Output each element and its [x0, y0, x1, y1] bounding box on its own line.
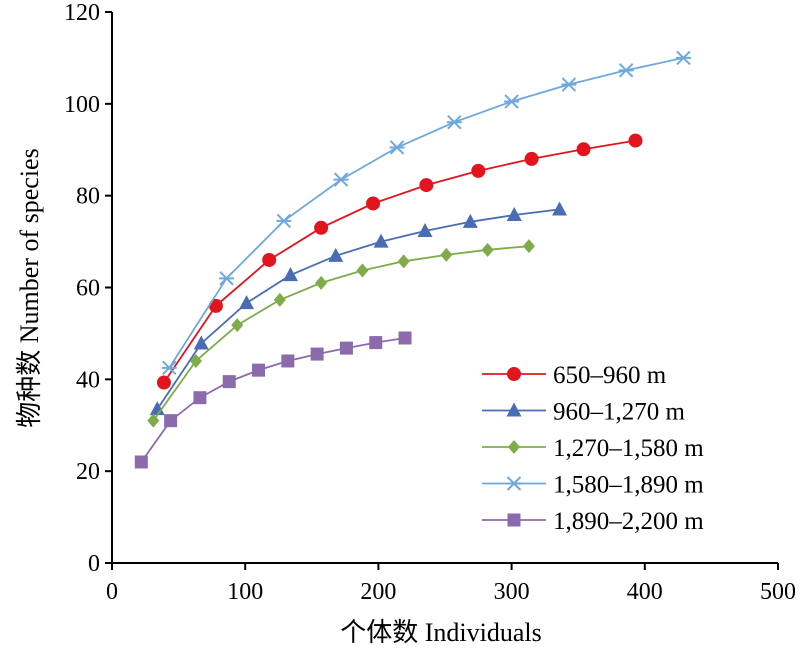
legend-item: 1,580–1,890 m — [482, 472, 704, 499]
data-point-marker — [239, 295, 255, 310]
x-tick-label: 200 — [360, 579, 396, 605]
data-point-marker — [506, 476, 522, 491]
data-point-marker — [276, 213, 292, 229]
series-1 — [156, 133, 643, 390]
y-tick-label: 0 — [88, 551, 100, 577]
data-point-marker — [440, 247, 453, 262]
legend-label: 1,270–1,580 m — [553, 435, 704, 462]
data-point-marker — [506, 402, 522, 417]
series-5 — [134, 331, 412, 469]
data-point-marker — [397, 254, 410, 269]
data-point-marker — [193, 335, 209, 350]
y-tick-label: 120 — [64, 0, 100, 26]
data-point-marker — [356, 263, 369, 278]
series-line — [168, 57, 684, 369]
data-point-marker — [628, 133, 643, 148]
series-line — [152, 245, 529, 422]
y-tick-label: 80 — [76, 184, 100, 210]
y-tick-label: 40 — [76, 367, 100, 393]
legend-item: 1,270–1,580 m — [482, 435, 704, 462]
data-point-marker — [252, 363, 266, 377]
legend-label: 650–960 m — [553, 362, 667, 389]
data-point-marker — [471, 163, 486, 178]
data-point-marker — [618, 63, 634, 78]
data-point-marker — [389, 140, 405, 155]
data-point-marker — [576, 142, 591, 157]
data-point-marker — [339, 341, 353, 355]
y-tick-label: 100 — [64, 92, 100, 118]
data-point-marker — [189, 353, 202, 368]
legend-label: 1,890–2,200 m — [553, 508, 704, 535]
data-point-marker — [507, 367, 521, 381]
data-point-marker — [164, 414, 178, 428]
legend-item: 960–1,270 m — [482, 399, 686, 426]
data-point-marker — [149, 401, 165, 416]
data-point-marker — [282, 267, 298, 282]
data-point-marker — [419, 178, 434, 193]
legend-item: 650–960 m — [482, 362, 667, 389]
series-3 — [147, 239, 535, 428]
data-point-marker — [134, 455, 148, 469]
data-point-marker — [193, 391, 207, 405]
x-tick-label: 100 — [227, 579, 263, 605]
data-point-marker — [262, 252, 277, 267]
series-layer — [134, 50, 691, 469]
data-point-marker — [161, 360, 177, 376]
data-point-marker — [462, 213, 478, 228]
data-point-marker — [273, 292, 286, 307]
legend-label: 1,580–1,890 m — [553, 472, 704, 499]
y-tick-label: 20 — [76, 459, 100, 485]
data-point-marker — [522, 239, 535, 254]
y-tick-label: 60 — [76, 276, 100, 302]
data-point-marker — [231, 318, 244, 333]
x-tick-label: 300 — [494, 579, 530, 605]
data-point-marker — [675, 50, 691, 66]
data-point-marker — [417, 223, 433, 238]
y-ticks: 0 20 40 60 80 100 120 — [64, 0, 112, 577]
data-point-marker — [506, 206, 522, 221]
data-point-marker — [552, 201, 568, 216]
legend: 650–960 m 960–1,270 m 1,270–1,580 m 1,580–1… — [482, 362, 704, 535]
series-line — [140, 337, 406, 463]
series-line — [163, 139, 636, 384]
x-axis-title: 个体数 Individuals — [340, 618, 542, 647]
data-point-marker — [222, 375, 236, 389]
x-tick-label: 400 — [627, 579, 663, 605]
data-point-marker — [281, 354, 295, 368]
data-point-marker — [310, 347, 324, 361]
data-point-marker — [333, 172, 349, 187]
legend-item: 1,890–2,200 m — [482, 508, 704, 535]
data-point-marker — [369, 336, 383, 350]
y-axis-title: 物种数 Number of species — [15, 148, 44, 427]
series-4 — [161, 50, 691, 376]
data-point-marker — [314, 220, 329, 235]
series-line — [156, 208, 560, 410]
data-point-marker — [373, 233, 389, 248]
data-point-marker — [504, 94, 520, 109]
data-point-marker — [507, 513, 521, 527]
data-point-marker — [446, 114, 462, 130]
data-point-marker — [524, 151, 539, 166]
x-ticks: 0 100 200 300 400 500 — [106, 563, 796, 605]
data-point-marker — [561, 77, 577, 92]
data-point-marker — [147, 413, 160, 428]
data-point-marker — [508, 440, 520, 454]
data-point-marker — [219, 271, 235, 286]
data-point-marker — [156, 375, 171, 390]
x-tick-label: 0 — [106, 579, 118, 605]
data-point-marker — [315, 275, 328, 290]
x-tick-label: 500 — [760, 579, 796, 605]
data-point-marker — [398, 331, 412, 345]
data-point-marker — [366, 196, 381, 211]
data-point-marker — [481, 242, 494, 257]
legend-label: 960–1,270 m — [553, 399, 686, 426]
data-point-marker — [328, 247, 344, 262]
series-2 — [149, 201, 568, 416]
